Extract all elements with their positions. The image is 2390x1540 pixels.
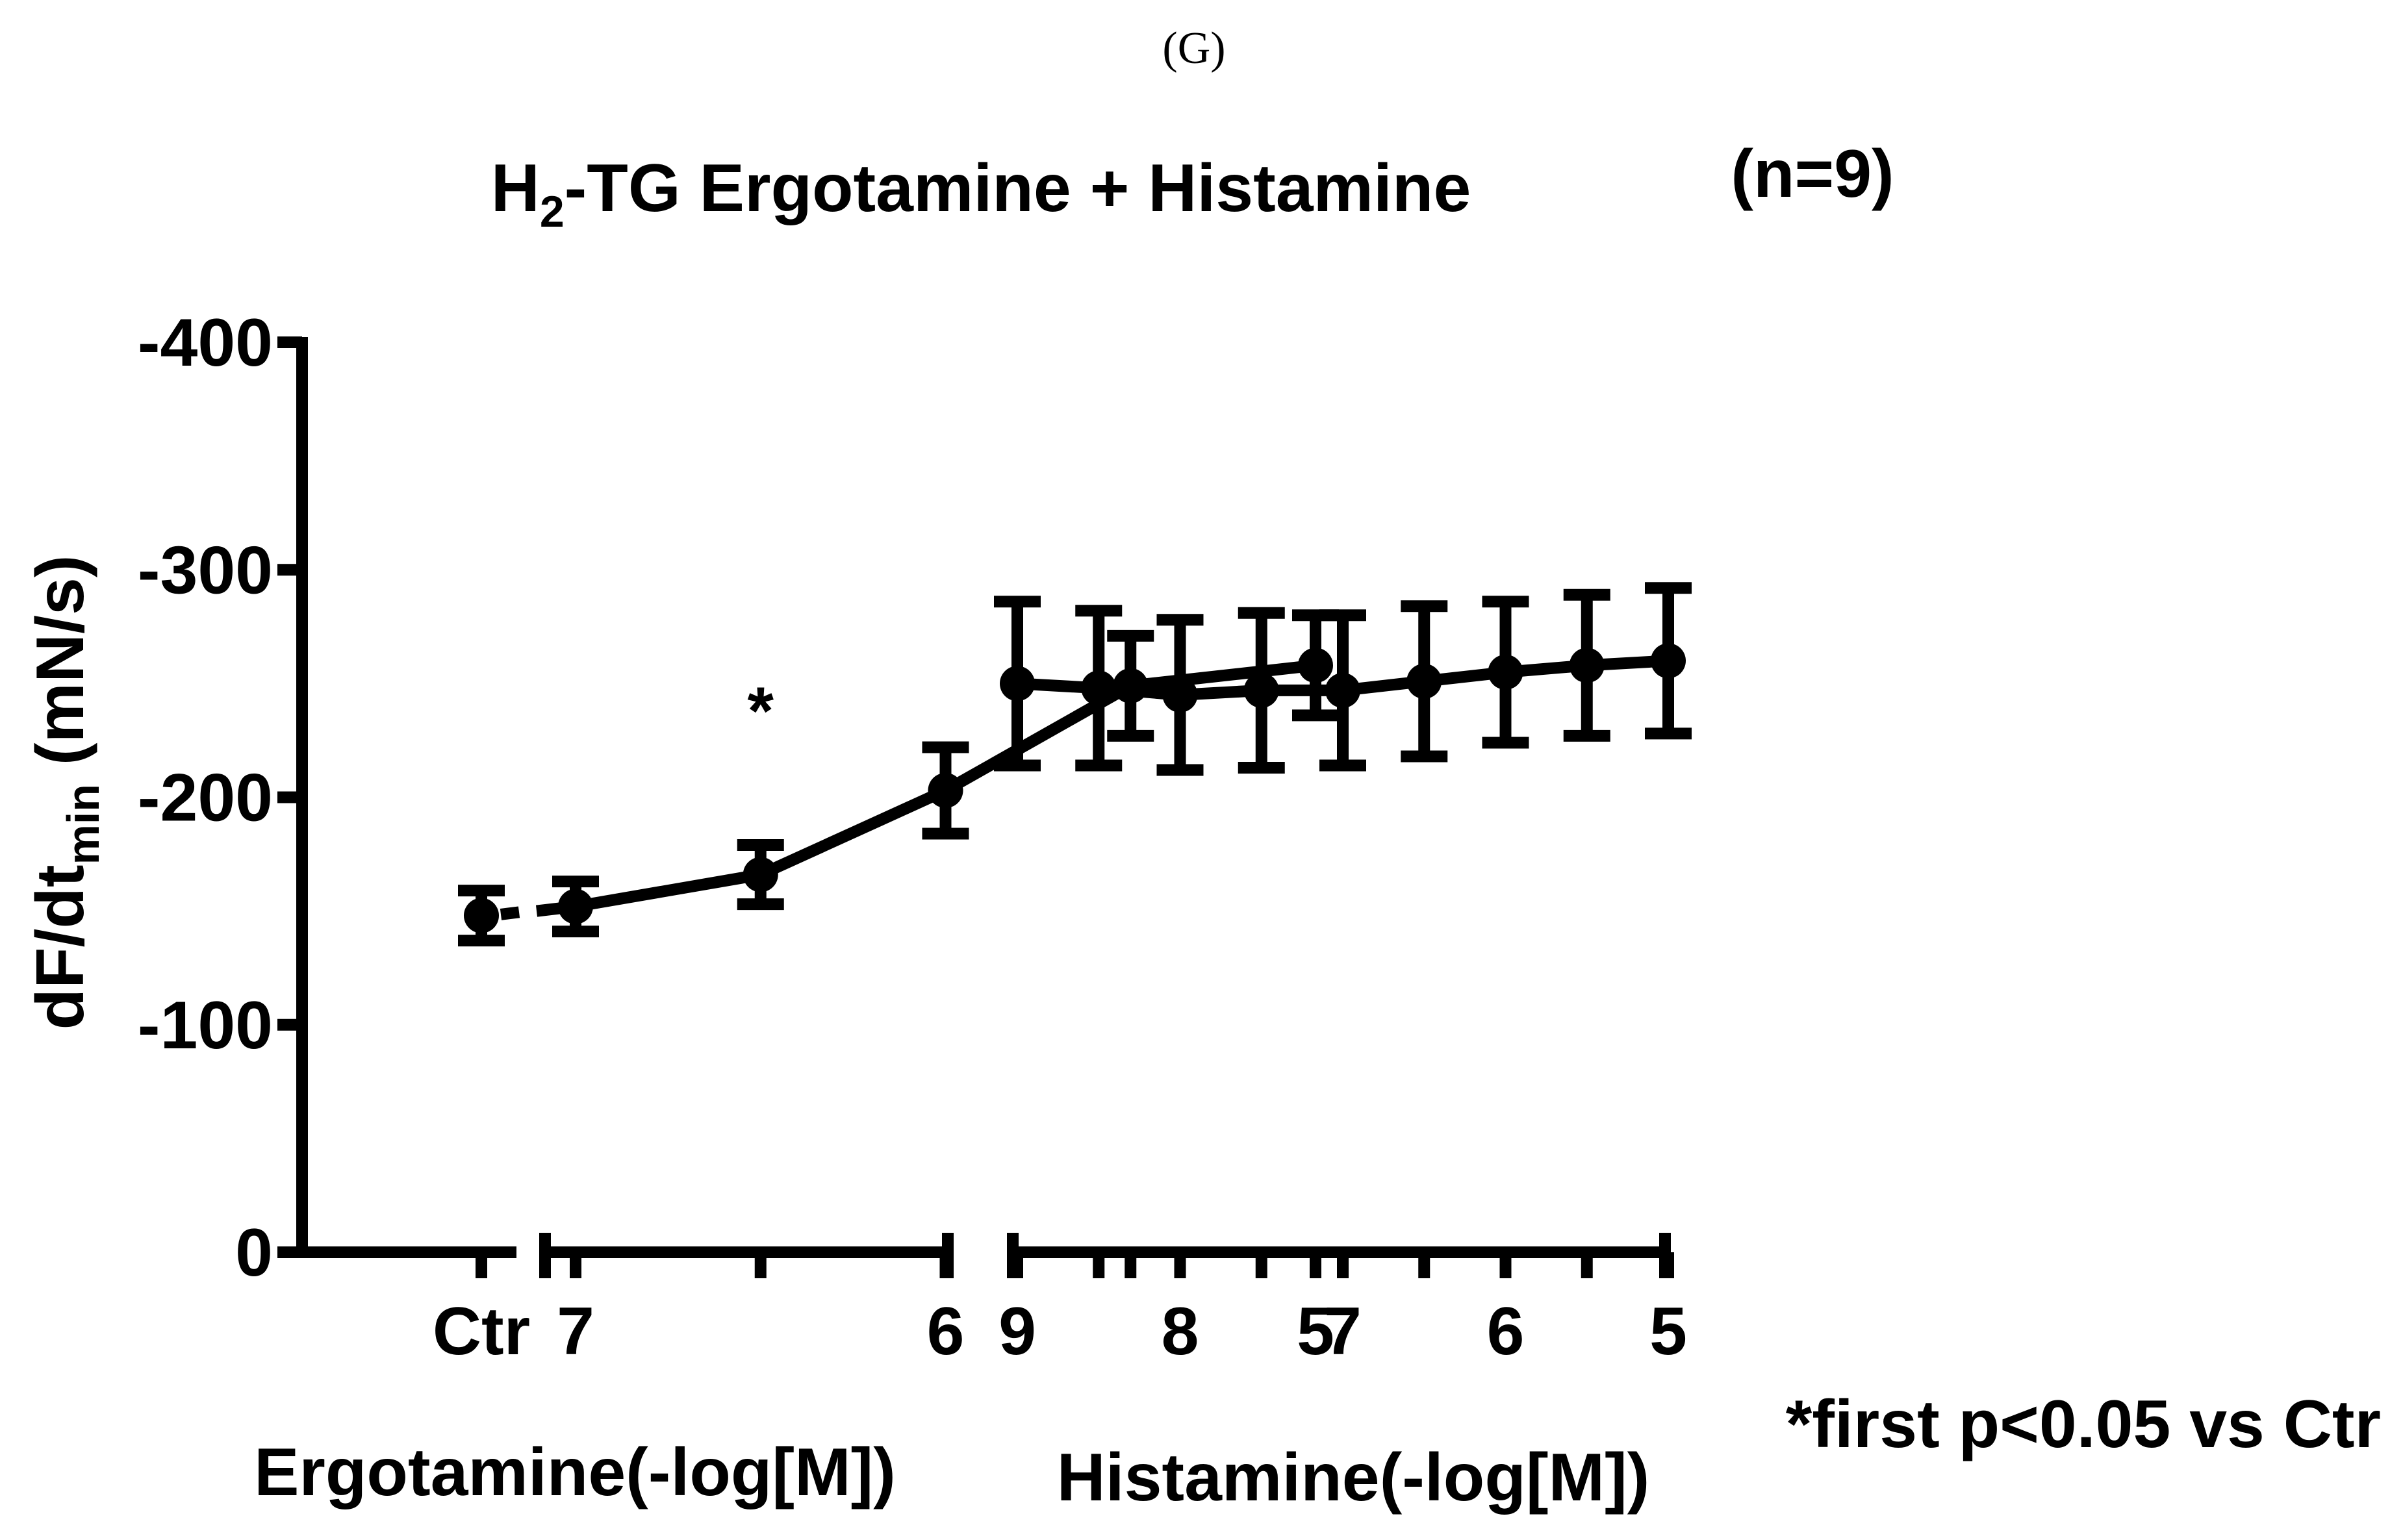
footnote: *first p<0.05 vs Ctr	[1786, 1387, 2381, 1462]
data-point-histamine	[1243, 672, 1279, 708]
chart-title: H2-TG Ergotamine + Histamine	[491, 151, 1471, 236]
significance-asterisk: *	[748, 674, 774, 749]
data-point-ergotamine	[928, 772, 963, 808]
x-tick-label: 7	[1324, 1294, 1362, 1369]
axes: 0 -100 -200 -300 -400 Ctr 7 6 5 9 8 7 6 5	[138, 305, 1687, 1369]
x-tick-label: 7	[557, 1294, 594, 1369]
data-point-histamine	[1488, 654, 1523, 690]
y-tick-label: -200	[138, 761, 273, 836]
data-point-ergotamine	[558, 889, 593, 924]
data-point-ergotamine	[1113, 668, 1149, 703]
chart-title-rest: -TG Ergotamine + Histamine	[565, 151, 1471, 226]
series-lines	[500, 655, 1669, 920]
x-axis-label-histamine: Histamine(-log[M])	[1057, 1440, 1650, 1515]
panel-label: (G)	[1162, 23, 1225, 73]
y-tick-label: -100	[138, 988, 273, 1063]
x-axis-label-ergotamine: Ergotamine(-log[M])	[254, 1435, 896, 1510]
data-point-histamine	[1406, 663, 1442, 699]
y-axis-label-main: dF/dt	[23, 865, 98, 1029]
data-points	[464, 643, 1686, 933]
data-point-histamine	[1569, 648, 1605, 683]
x-tick-label: 6	[1487, 1294, 1525, 1369]
data-point-histamine	[1651, 643, 1686, 679]
chart-title-main: H	[491, 151, 540, 226]
y-axis-label-unit: (mN/s)	[23, 555, 98, 783]
data-point-histamine	[1000, 666, 1035, 701]
y-axis-label-subscript: min	[58, 784, 108, 865]
ctr-connector-stub	[500, 906, 520, 920]
x-tick-label: 6	[927, 1294, 965, 1369]
y-tick-label: -300	[138, 533, 273, 608]
data-point-histamine	[1325, 672, 1360, 708]
x-tick-label: Ctr	[433, 1294, 530, 1369]
data-point-ergotamine	[743, 857, 778, 892]
chart-title-subscript: 2	[540, 187, 565, 236]
data-point-ctr	[464, 898, 499, 933]
data-point-histamine	[1081, 670, 1117, 706]
x-tick-label: 5	[1649, 1294, 1687, 1369]
y-tick-label: -400	[138, 305, 273, 381]
data-point-ergotamine	[1298, 648, 1333, 683]
y-tick-label: 0	[235, 1215, 273, 1291]
x-tick-label: 8	[1162, 1294, 1199, 1369]
error-bars	[458, 582, 1692, 947]
x-tick-label: 5	[1297, 1294, 1334, 1369]
x-tick-label: 9	[998, 1294, 1036, 1369]
sample-size-label: (n=9)	[1731, 136, 1894, 212]
data-point-histamine	[1162, 677, 1198, 713]
y-axis-label: dF/dtmin (mN/s)	[23, 555, 108, 1029]
